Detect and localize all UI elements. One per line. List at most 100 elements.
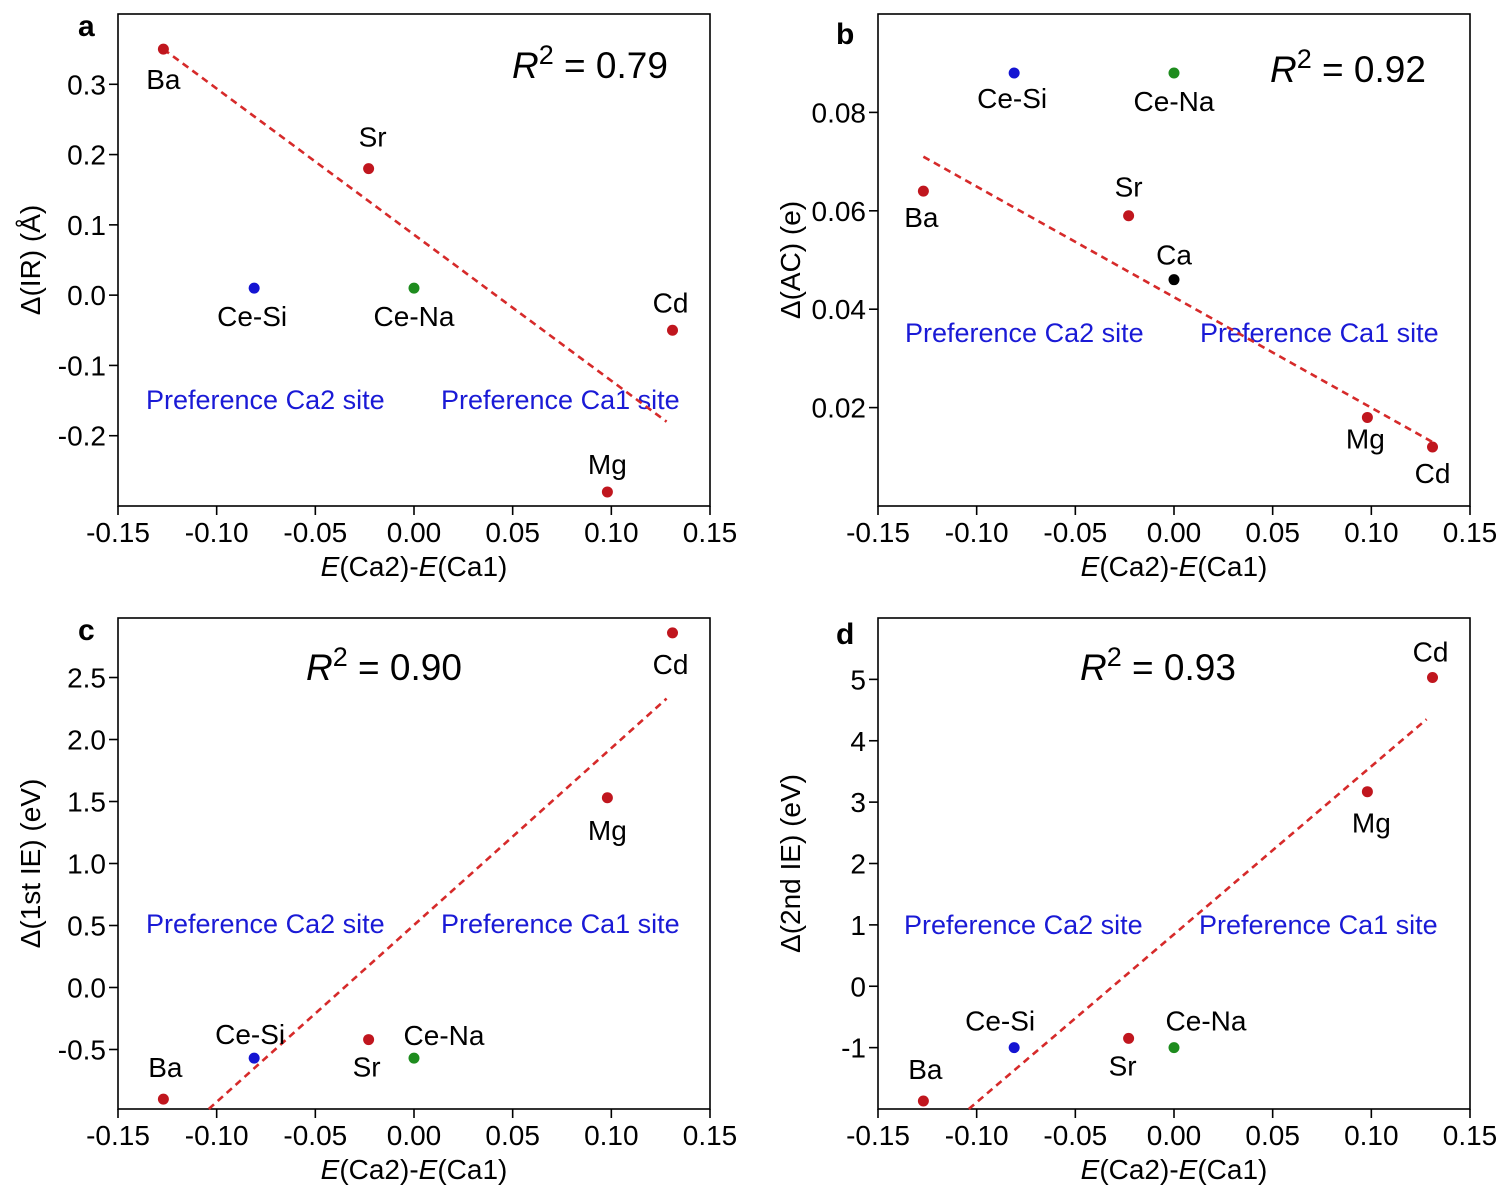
point-label-mg: Mg xyxy=(1346,423,1385,454)
x-axis-label-part: E xyxy=(321,551,340,582)
fit-line xyxy=(967,718,1428,1110)
y-tick-label: 2.0 xyxy=(67,725,106,756)
x-tick-label: 0.05 xyxy=(1245,517,1300,548)
x-tick-label: -0.15 xyxy=(86,517,150,548)
point-label-ce-si: Ce-Si xyxy=(217,301,287,332)
point-label-sr: Sr xyxy=(353,1052,381,1083)
y-axis-label: Δ(1st IE) (eV) xyxy=(15,779,46,949)
x-tick-label: -0.10 xyxy=(945,517,1009,548)
panel-letter: b xyxy=(836,18,854,51)
x-axis-label-part: E xyxy=(1179,551,1198,582)
preference-ca1-label: Preference Ca1 site xyxy=(1199,910,1438,940)
r-symbol: R xyxy=(306,647,333,688)
data-point-cd xyxy=(667,324,679,336)
x-tick-label: -0.05 xyxy=(283,517,347,548)
preference-ca2-label: Preference Ca2 site xyxy=(146,909,385,939)
y-tick-label: 5 xyxy=(850,664,866,695)
y-tick-label: 0.04 xyxy=(812,294,867,325)
point-label-ba: Ba xyxy=(908,1054,943,1085)
x-tick-label: 0.10 xyxy=(584,1120,639,1151)
r-squared-annotation: R2 = 0.93 xyxy=(1080,642,1236,688)
point-label-ba: Ba xyxy=(148,1052,183,1083)
x-tick-label: -0.05 xyxy=(283,1120,347,1151)
x-tick-label: 0.00 xyxy=(1147,1120,1202,1151)
point-label-sr: Sr xyxy=(359,122,387,153)
preference-ca2-label: Preference Ca2 site xyxy=(905,318,1144,348)
r-symbol: R xyxy=(1270,49,1297,90)
data-point-cd xyxy=(667,627,679,639)
fit-line xyxy=(207,697,668,1110)
point-label-ca: Ca xyxy=(1156,240,1192,271)
data-point-ba xyxy=(917,185,929,197)
r-value: = 0.90 xyxy=(348,647,462,688)
r-value: = 0.79 xyxy=(554,45,668,86)
y-tick-label: 0.5 xyxy=(67,910,106,941)
x-axis-label: E(Ca2)-E(Ca1) xyxy=(1081,1154,1268,1185)
point-label-cd: Cd xyxy=(1413,637,1449,668)
r-squared-annotation: R2 = 0.79 xyxy=(512,40,668,86)
data-point-ca xyxy=(1168,274,1180,286)
x-axis-label-part: (Ca2)- xyxy=(1099,1154,1178,1185)
data-point-sr xyxy=(363,163,375,175)
point-label-ce-na: Ce-Na xyxy=(1166,1006,1247,1037)
panel-letter: c xyxy=(78,614,95,647)
y-tick-label: 0.1 xyxy=(67,210,106,241)
x-axis-label-part: (Ca1) xyxy=(437,1154,507,1185)
x-tick-label: -0.05 xyxy=(1043,517,1107,548)
x-axis-label: E(Ca2)-E(Ca1) xyxy=(1081,551,1268,582)
x-tick-label: 0.15 xyxy=(683,1120,738,1151)
data-point-ce-na xyxy=(408,282,420,294)
point-label-mg: Mg xyxy=(1352,808,1391,839)
data-point-ce-si xyxy=(1008,67,1020,79)
x-axis-label: E(Ca2)-E(Ca1) xyxy=(321,551,508,582)
panel-letter: d xyxy=(836,618,854,651)
data-point-mg xyxy=(601,792,613,804)
data-point-ba xyxy=(917,1095,929,1107)
x-tick-label: 0.05 xyxy=(1245,1120,1300,1151)
x-tick-label: -0.15 xyxy=(86,1120,150,1151)
r-exponent: 2 xyxy=(1107,642,1122,672)
preference-ca2-label: Preference Ca2 site xyxy=(146,385,385,415)
y-tick-label: -0.1 xyxy=(58,350,106,381)
y-tick-label: 0.02 xyxy=(812,393,867,424)
y-tick-label: 1.0 xyxy=(67,849,106,880)
point-label-ce-na: Ce-Na xyxy=(404,1020,485,1051)
x-axis-label-part: E xyxy=(1179,1154,1198,1185)
x-tick-label: 0.00 xyxy=(387,517,442,548)
x-tick-label: 0.00 xyxy=(387,1120,442,1151)
y-tick-label: 3 xyxy=(850,787,866,818)
point-label-ce-na: Ce-Na xyxy=(1134,86,1215,117)
data-point-mg xyxy=(1361,786,1373,798)
point-label-ba: Ba xyxy=(146,64,181,95)
r-value: = 0.92 xyxy=(1312,49,1426,90)
preference-ca1-label: Preference Ca1 site xyxy=(1200,318,1439,348)
x-tick-label: 0.10 xyxy=(1344,1120,1399,1151)
r-exponent: 2 xyxy=(539,40,554,70)
panel-d: -0.15 -0.10 -0.05 0.00 0.05 0.10 0.15 -1 0 1 2 3 4 5 E… xyxy=(775,617,1498,1185)
x-tick-label: 0.15 xyxy=(1443,1120,1498,1151)
x-axis-label-part: (Ca2)- xyxy=(339,551,418,582)
y-tick-label: 2 xyxy=(850,849,866,880)
point-label-ce-na: Ce-Na xyxy=(374,301,455,332)
x-tick-label: 0.05 xyxy=(485,1120,540,1151)
r-symbol: R xyxy=(1080,647,1107,688)
x-axis-label-part: E xyxy=(1081,1154,1100,1185)
y-axis-label: Δ(2nd IE) (eV) xyxy=(775,774,806,953)
x-axis-label-part: (Ca1) xyxy=(437,551,507,582)
panel-letter: a xyxy=(78,10,95,43)
data-point-ce-na xyxy=(408,1052,420,1064)
x-axis-label-part: (Ca2)- xyxy=(1099,551,1178,582)
y-tick-label: 0.0 xyxy=(67,972,106,1003)
x-axis-label: E(Ca2)-E(Ca1) xyxy=(321,1154,508,1185)
preference-ca1-label: Preference Ca1 site xyxy=(441,385,680,415)
data-point-ce-na xyxy=(1168,67,1180,79)
r-squared-annotation: R2 = 0.90 xyxy=(306,642,462,688)
y-tick-label: -0.5 xyxy=(58,1034,106,1065)
x-axis-label-part: E xyxy=(419,1154,438,1185)
fit-line xyxy=(922,155,1434,444)
data-point-mg xyxy=(1361,411,1373,423)
r-exponent: 2 xyxy=(333,642,348,672)
point-label-cd: Cd xyxy=(653,287,689,318)
data-point-sr xyxy=(363,1034,375,1046)
